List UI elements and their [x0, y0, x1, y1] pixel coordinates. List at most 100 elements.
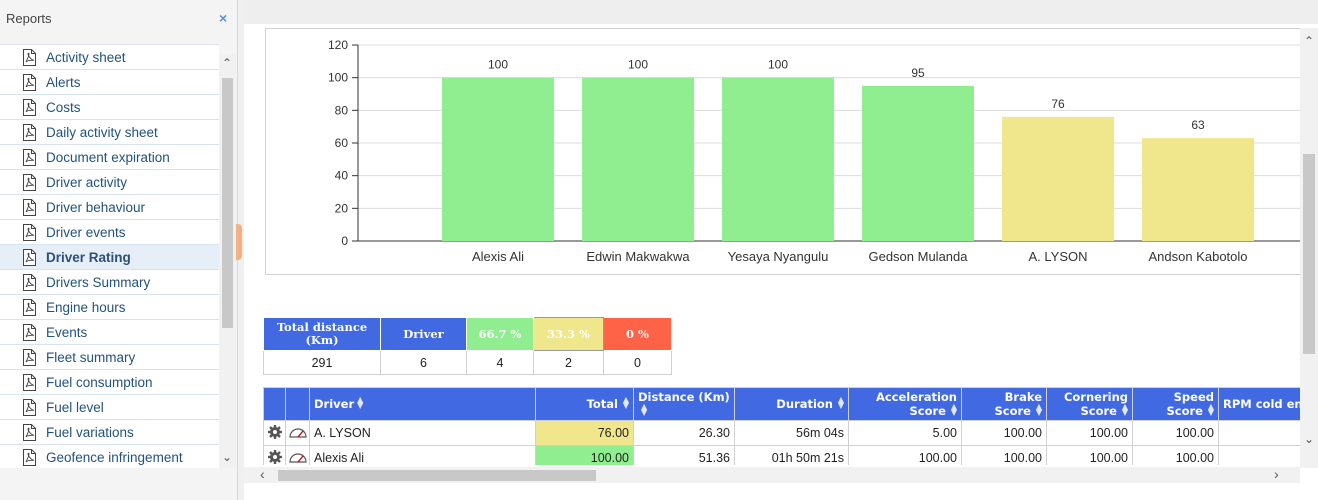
sidebar-item-alerts[interactable]: Alerts: [0, 70, 219, 95]
speedometer-icon[interactable]: [288, 425, 308, 439]
x-tick-label: Alexis Ali: [472, 249, 524, 264]
sidebar-scroll-thumb[interactable]: [222, 78, 233, 328]
settings-cell[interactable]: [263, 445, 286, 465]
column-header-driver[interactable]: Driver ▲▼: [309, 387, 536, 421]
sidebar-title: Reports: [6, 11, 52, 26]
sidebar-item-label: Fuel variations: [46, 424, 134, 440]
x-tick-label: Gedson Mulanda: [868, 249, 968, 264]
column-header-duration[interactable]: Duration ▲▼: [734, 387, 849, 421]
sidebar-item-driver-behaviour[interactable]: Driver behaviour: [0, 195, 219, 220]
speedometer-icon[interactable]: [288, 450, 308, 464]
sidebar-item-engine-hours[interactable]: Engine hours: [0, 295, 219, 320]
table-row[interactable]: Alexis Ali 100.00 51.36 01h 50m 21s 100.00 10…: [263, 445, 1300, 465]
total-cell: 100.00: [535, 445, 634, 465]
chevron-down-icon[interactable]: ⌄: [1304, 432, 1315, 446]
pdf-document-icon: [23, 98, 36, 116]
sidebar-item-events[interactable]: Events: [0, 320, 219, 345]
y-tick-label: 0: [341, 234, 348, 248]
speed-cell: 100.00: [1132, 445, 1219, 465]
column-header-label: RPM cold engine: [1223, 396, 1300, 411]
sidebar-item-label: Fuel consumption: [46, 374, 153, 390]
gear-icon[interactable]: [267, 424, 283, 440]
pdf-document-icon: [23, 348, 36, 366]
sidebar-item-driver-events[interactable]: Driver events: [0, 220, 219, 245]
chevron-left-icon[interactable]: ‹: [260, 466, 265, 482]
brake-cell: 100.00: [961, 420, 1047, 446]
summary-table: Total distance (Km) Driver 66.7 % 33.3 % 0 %…: [263, 317, 672, 375]
sidebar-item-driver-activity[interactable]: Driver activity: [0, 170, 219, 195]
sidebar-item-fuel-consumption[interactable]: Fuel consumption: [0, 370, 219, 395]
table-row[interactable]: A. LYSON 76.00 26.30 56m 04s 5.00 100.00 100.0…: [263, 420, 1300, 446]
bar: [862, 85, 974, 241]
sidebar-item-driver-rating[interactable]: Driver Rating: [0, 245, 219, 270]
sort-icon[interactable]: ▲▼: [1121, 401, 1128, 417]
chevron-up-icon[interactable]: ⌃: [222, 56, 233, 70]
column-header-speed-score[interactable]: Speed Score ▲▼: [1132, 387, 1219, 421]
bar: [722, 77, 834, 241]
sidebar-item-label: Document expiration: [46, 149, 170, 165]
sidebar-item-fuel-level[interactable]: Fuel level: [0, 395, 219, 420]
summary-value: 2: [533, 350, 604, 375]
sidebar-item-fleet-summary[interactable]: Fleet summary: [0, 345, 219, 370]
sidebar-item-activity-sheet[interactable]: Activity sheet: [0, 45, 219, 70]
sort-icon[interactable]: ▲▼: [641, 401, 648, 417]
summary-header: Driver: [380, 317, 467, 351]
x-tick-label: Yesaya Nyangulu: [728, 249, 829, 264]
distance-cell: 51.36: [633, 445, 735, 465]
main-vertical-scrollbar[interactable]: ⌃ ⌄: [1300, 28, 1318, 468]
acceleration-cell: 100.00: [848, 445, 962, 465]
column-header-label: Driver: [314, 397, 355, 411]
gauge-cell[interactable]: [285, 445, 310, 465]
sidebar-item-fuel-variations[interactable]: Fuel variations: [0, 420, 219, 445]
column-header-label: Duration: [776, 397, 833, 411]
pdf-document-icon: [23, 273, 36, 291]
duration-cell: 01h 50m 21s: [734, 445, 849, 465]
column-header-label: Cornering Score: [1063, 389, 1128, 418]
sort-icon[interactable]: ▲▼: [357, 395, 364, 410]
settings-cell[interactable]: [263, 420, 286, 446]
chevron-up-icon[interactable]: ⌃: [1304, 34, 1315, 48]
main-hscroll-thumb[interactable]: [278, 470, 596, 481]
data-label: 100: [628, 58, 648, 72]
sidebar-item-label: Driver behaviour: [46, 199, 146, 215]
column-header-acceleration-score[interactable]: Acceleration Score ▲▼: [848, 387, 962, 421]
column-header-rpm-cold-engine[interactable]: RPM cold engine: [1218, 387, 1300, 421]
bar: [1142, 138, 1254, 241]
gauge-cell[interactable]: [285, 420, 310, 446]
pdf-document-icon: [23, 48, 36, 66]
sidebar-item-costs[interactable]: Costs: [0, 95, 219, 120]
sort-icon[interactable]: ▲▼: [1207, 401, 1214, 417]
sort-icon[interactable]: ▲▼: [950, 401, 957, 417]
sidebar-collapse-handle[interactable]: [236, 224, 242, 260]
chevron-right-icon[interactable]: ›: [1274, 466, 1279, 482]
summary-value: 4: [466, 350, 534, 375]
sort-icon[interactable]: ▲▼: [837, 395, 844, 410]
data-label: 76: [1051, 97, 1065, 111]
pdf-document-icon: [23, 248, 36, 266]
pdf-document-icon: [23, 373, 36, 391]
pdf-document-icon: [23, 173, 36, 191]
sidebar-item-drivers-summary[interactable]: Drivers Summary: [0, 270, 219, 295]
column-header-distance-km-[interactable]: Distance (Km)▲▼: [633, 387, 735, 421]
pdf-document-icon: [23, 398, 36, 416]
sidebar-item-document-expiration[interactable]: Document expiration: [0, 145, 219, 170]
chart-canvas: 0 20 40 60 80 100 120 100 Alexis Ali 100 Edwin Mak…: [328, 38, 1304, 264]
close-icon[interactable]: ×: [219, 10, 228, 26]
chevron-down-icon[interactable]: ⌄: [222, 450, 233, 464]
main-horizontal-scrollbar[interactable]: ‹ ›: [244, 466, 1300, 483]
rpm-cell: [1218, 420, 1300, 446]
sidebar-item-label: Fuel level: [46, 399, 104, 415]
main-content: 0 20 40 60 80 100 120 100 Alexis Ali 100 Edwin Mak…: [244, 0, 1318, 500]
column-header-cornering-score[interactable]: Cornering Score ▲▼: [1046, 387, 1133, 421]
column-header-brake-score[interactable]: Brake Score ▲▼: [961, 387, 1047, 421]
sidebar-item-daily-activity-sheet[interactable]: Daily activity sheet: [0, 120, 219, 145]
sidebar-item-label: Daily activity sheet: [46, 124, 158, 140]
column-header-total[interactable]: Total ▲▼: [535, 387, 634, 421]
pdf-document-icon: [23, 448, 36, 466]
main-vscroll-thumb[interactable]: [1303, 154, 1315, 354]
sidebar-scrollbar[interactable]: ⌃ ⌄: [219, 54, 236, 468]
sort-icon[interactable]: ▲▼: [622, 395, 629, 410]
sidebar-item-geofence-infringement[interactable]: Geofence infringement: [0, 445, 219, 468]
gear-icon[interactable]: [267, 449, 283, 465]
sort-icon[interactable]: ▲▼: [1035, 401, 1042, 417]
